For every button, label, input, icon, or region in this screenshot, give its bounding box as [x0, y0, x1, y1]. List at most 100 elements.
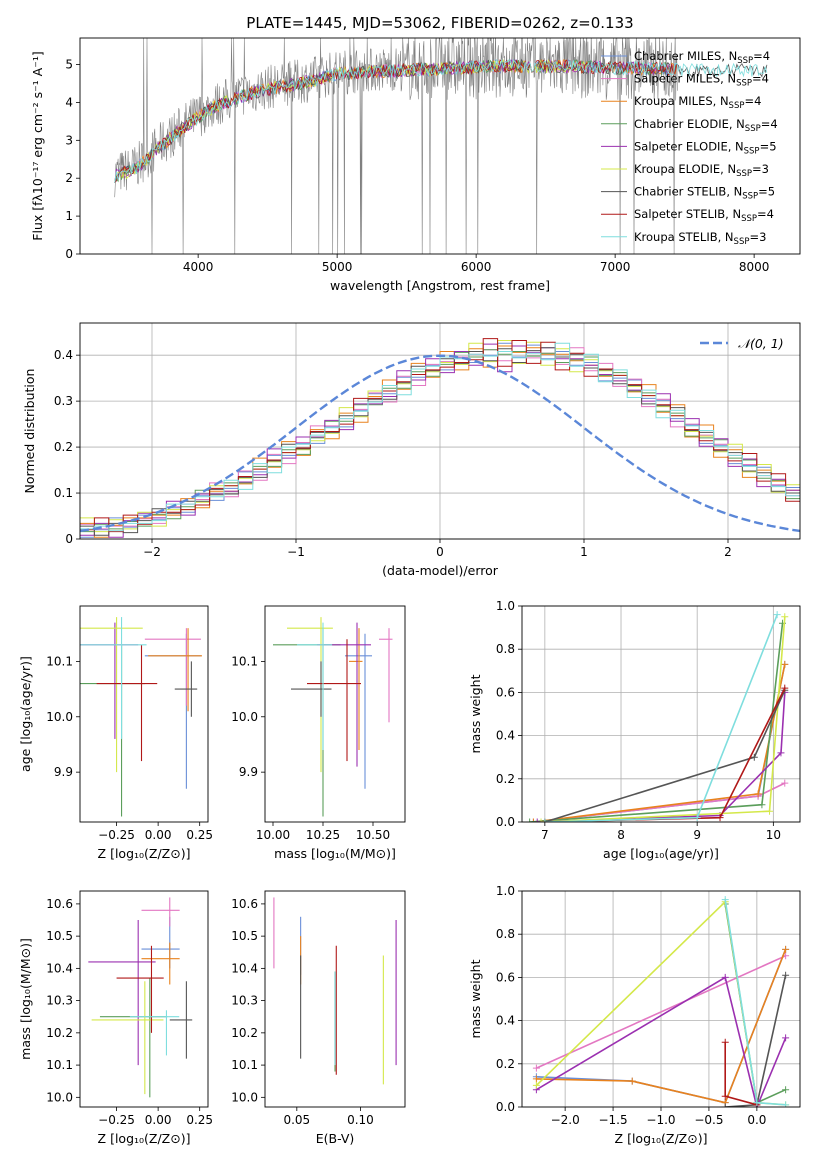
weight-marker [529, 818, 537, 822]
y-axis-label: mass weight [468, 959, 483, 1038]
weight-marker [532, 1064, 540, 1072]
weight-line-4 [535, 976, 787, 1107]
mass-weight-vs-age-plot-area [526, 611, 789, 822]
y-axis-label: Flux [fλ10⁻¹⁷ erg cm⁻² s⁻¹ A⁻¹] [30, 51, 45, 240]
legend-subscript: SSP [744, 146, 760, 156]
y-tick-label: 9.9 [54, 765, 73, 779]
weight-marker [753, 1099, 761, 1107]
x-tick-label: 0.25 [186, 1113, 213, 1127]
y-tick-label: 0.6 [496, 685, 515, 699]
y-tick-label: 10.4 [231, 961, 258, 975]
y-tick-label: 0.0 [496, 815, 515, 829]
legend-entry-8: Kroupa STELIB, NSSP=3 [634, 230, 766, 247]
legend-nssp: =5 [760, 139, 777, 153]
weight-marker [721, 1038, 729, 1046]
y-tick-label: 10.1 [231, 1058, 258, 1072]
y-axis-label: mass [log₁₀(M/M⊙)] [18, 938, 33, 1060]
y-tick-label: 10.1 [46, 1058, 73, 1072]
error-bar-point [144, 628, 201, 706]
legend-entry-1: Salpeter MILES, NSSP=4 [634, 72, 769, 89]
mass-weight-vs-Z-axes: −2.0 −1.5 −1.0 −0.5 0.0 0.0 0.2 0.4 0.6 0.8 1.0 Z [… [468, 884, 800, 1146]
x-tick-label: 0 [436, 545, 444, 559]
y-tick-label: 0.4 [496, 729, 515, 743]
x-tick-label: −1.0 [646, 1113, 675, 1127]
error-bar-point [174, 661, 198, 717]
age-vs-mass-frame [264, 605, 406, 823]
weight-marker [721, 1103, 729, 1107]
legend-subscript: SSP [745, 124, 761, 134]
y-axis-label: Normed distribution [22, 369, 37, 494]
mass-weight-vs-age-frame [521, 605, 801, 823]
weight-line-2 [536, 949, 787, 1104]
spectrum-legend: Chabrier MILES, NSSP=4 Salpeter MILES, NS… [601, 49, 778, 247]
x-tick-label: −1.5 [598, 1113, 627, 1127]
mass-vs-ebv-axes: 0.05 0.10 10.0 10.1 10.2 10.3 10.4 10.5 10.6 E(B-… [231, 897, 374, 1146]
mass-vs-ebv-frame [264, 890, 406, 1108]
weight-marker [781, 779, 789, 787]
error-bar-point [141, 897, 180, 927]
legend-nssp: =4 [761, 117, 778, 131]
mass-weight-vs-Z-frame [521, 890, 801, 1108]
y-tick-label: 0.2 [496, 1057, 515, 1071]
age-vs-Z-plot-area [80, 617, 203, 817]
y-tick-label: 10.2 [231, 1026, 258, 1040]
weight-marker [781, 684, 789, 692]
y-tick-label: 10.0 [46, 1090, 73, 1104]
legend-entry-5: Kroupa ELODIE, NSSP=3 [634, 162, 769, 179]
weight-marker [766, 807, 774, 815]
y-axis-label: mass weight [468, 674, 483, 753]
x-tick-label: −2.0 [551, 1113, 580, 1127]
legend-nssp: =5 [758, 185, 775, 199]
weight-marker [781, 660, 789, 668]
error-bar-point [80, 617, 147, 739]
x-tick-label: 0.0 [747, 1113, 766, 1127]
error-bar-point [96, 644, 158, 762]
y-tick-label: 1.0 [496, 599, 515, 613]
weight-marker [537, 818, 545, 822]
residuals-legend: 𝒩(0, 1) [700, 336, 784, 351]
legend-subscript: SSP [741, 214, 757, 224]
y-tick-label: 10.6 [231, 897, 258, 911]
y-tick-label: 3 [65, 133, 73, 147]
y-tick-label: 10.6 [46, 897, 73, 911]
mass-vs-Z-plot-area [88, 897, 193, 1098]
legend-subscript: SSP [742, 192, 758, 202]
legend-nssp: =3 [752, 162, 769, 176]
y-tick-label: 5 [65, 58, 73, 72]
weight-marker [628, 1077, 636, 1085]
legend-entry-6: Chabrier STELIB, NSSP=5 [634, 185, 775, 202]
y-tick-label: 10.0 [231, 710, 258, 724]
error-bar-point [129, 1010, 180, 1056]
x-tick-label: 0.10 [347, 1113, 374, 1127]
weight-line-1 [536, 955, 786, 1069]
error-bar-point [379, 628, 393, 723]
y-tick-label: 0.6 [496, 970, 515, 984]
y-tick-label: 0.2 [496, 772, 515, 786]
weight-marker [750, 753, 758, 761]
y-tick-label: 10.4 [46, 961, 73, 975]
legend-subscript: SSP [737, 56, 753, 66]
x-tick-label: 0.00 [145, 828, 172, 842]
x-tick-label: 8 [617, 828, 625, 842]
error-bar-point [88, 920, 156, 1066]
y-tick-label: 10.5 [46, 929, 73, 943]
x-tick-label: 9 [693, 828, 701, 842]
spectrum-axes: 4000 5000 6000 7000 8000 0 1 2 3 4 5 wavelength [An… [30, 51, 769, 293]
x-tick-label: 10.25 [306, 828, 340, 842]
weight-marker [721, 973, 729, 981]
x-tick-label: 0.25 [186, 828, 213, 842]
figure-title: PLATE=1445, MJD=53062, FIBERID=0262, z=0… [246, 14, 633, 32]
x-axis-label: mass [log₁₀(M/M⊙)] [274, 846, 396, 861]
error-bar-point [148, 628, 203, 712]
legend-subscript: SSP [736, 79, 752, 89]
weight-marker [716, 814, 724, 822]
age-vs-mass-axes: 10.00 10.25 10.50 9.9 10.0 10.1 mass [log₁₀(M/… [231, 654, 396, 861]
weight-marker [773, 611, 781, 619]
error-bar-point [80, 617, 143, 773]
weight-marker [782, 971, 790, 979]
weight-marker [541, 818, 549, 822]
y-tick-label: 10.5 [231, 929, 258, 943]
legend-nssp: =4 [752, 72, 769, 86]
x-tick-label: 5000 [322, 260, 353, 274]
